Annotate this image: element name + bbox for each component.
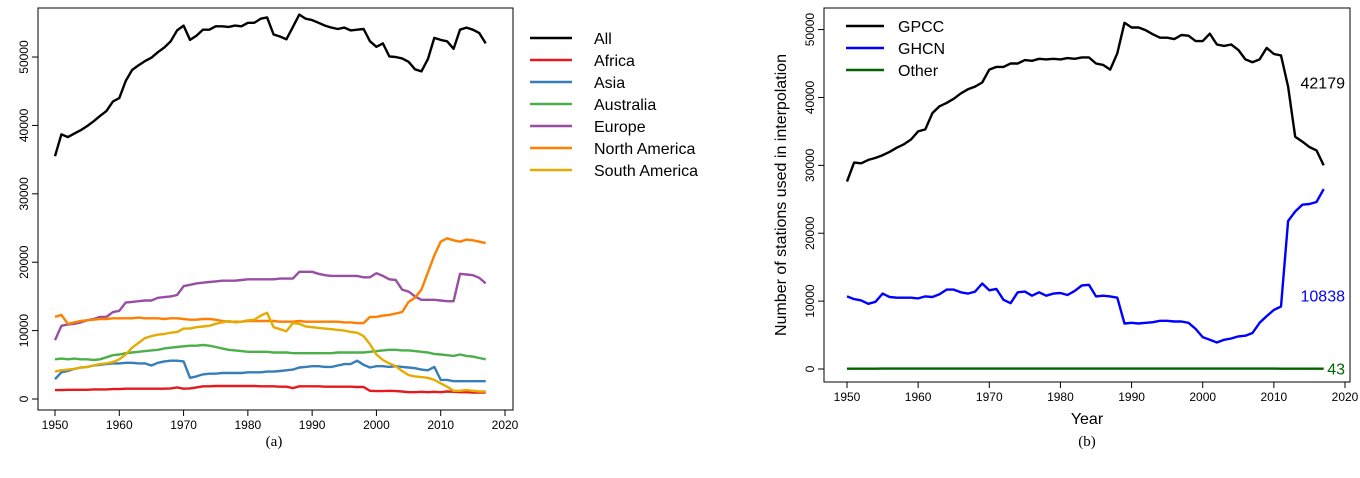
legend-label: GHCN (898, 41, 945, 58)
series-line-gpcc (845, 21, 1325, 183)
x-tick-label: 1980 (235, 418, 262, 432)
legend-label: Europe (594, 119, 646, 136)
y-tick-label: 0 (803, 365, 817, 372)
end-label-gpcc: 42179 (1301, 76, 1346, 93)
x-tick-label: 1950 (42, 418, 69, 432)
x-tick-label: 1980 (1047, 390, 1074, 404)
x-tick-label: 2020 (492, 418, 519, 432)
x-tick-label: 1960 (905, 390, 932, 404)
y-tick-label: 40000 (17, 108, 31, 142)
y-tick-label: 20000 (17, 245, 31, 279)
panel-caption: (b) (1078, 434, 1096, 450)
series-line-asia (54, 359, 486, 383)
legend-label: Australia (594, 97, 656, 114)
y-tick-label: 50000 (17, 40, 31, 74)
y-tick-label: 40000 (803, 80, 817, 114)
y-tick-label: 30000 (803, 148, 817, 182)
x-tick-label: 1950 (834, 390, 861, 404)
series-line-africa (55, 384, 486, 394)
y-tick-label: 10000 (17, 314, 31, 348)
x-tick-label: 1970 (976, 390, 1003, 404)
x-tick-label: 2000 (1189, 390, 1216, 404)
y-axis-title: Number of stations used in interpolation (773, 54, 790, 336)
panel-caption: (a) (266, 434, 283, 450)
plot-frame (37, 7, 514, 411)
legend-label: South America (594, 163, 698, 180)
legend-label: North America (594, 141, 695, 158)
legend-label: Other (898, 63, 939, 80)
x-tick-label: 2020 (1332, 390, 1359, 404)
x-tick-label: 2010 (427, 418, 454, 432)
x-tick-label: 2010 (1261, 390, 1288, 404)
x-tick-label: 1960 (106, 418, 133, 432)
series-line-south-america (54, 311, 486, 393)
series-line-all (53, 13, 487, 157)
legend-label: GPCC (898, 19, 944, 36)
end-label-other: 43 (1327, 362, 1345, 379)
y-tick-label: 30000 (17, 177, 31, 211)
x-axis-title: Year (1071, 411, 1104, 428)
y-tick-label: 20000 (803, 216, 817, 250)
x-tick-label: 1990 (1118, 390, 1145, 404)
series-line-europe (53, 270, 487, 341)
legend-label: Asia (594, 75, 625, 92)
y-tick-label: 50000 (803, 13, 817, 47)
end-label-ghcn: 10838 (1301, 288, 1346, 305)
plot-frame (823, 7, 1351, 383)
series-line-ghcn (846, 188, 1325, 344)
legend-label: All (594, 31, 612, 48)
panel-b: 1950 1960 1970 1980 1990 2000 2010 2020 0 10000 20… (773, 7, 1359, 450)
panel-a: 1950 1960 1970 1980 1990 2000 2010 2020 0 10000 20… (17, 7, 698, 450)
y-tick-label: 10000 (803, 284, 817, 318)
x-tick-label: 1990 (299, 418, 326, 432)
legend-label: Africa (594, 53, 635, 70)
y-tick-label: 0 (17, 395, 31, 402)
x-tick-label: 2000 (363, 418, 390, 432)
x-tick-label: 1970 (170, 418, 197, 432)
